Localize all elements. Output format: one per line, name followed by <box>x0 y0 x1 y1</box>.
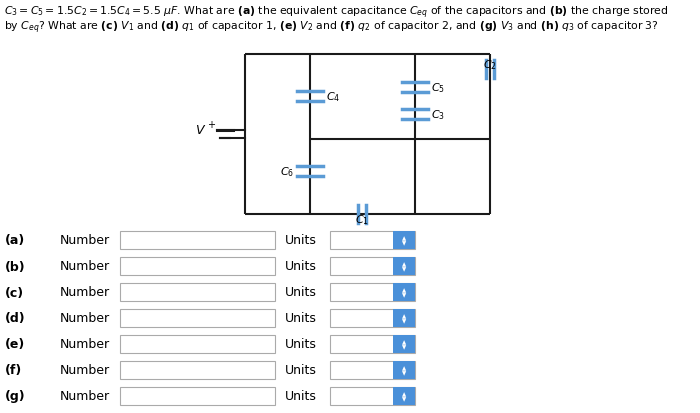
Text: ▲: ▲ <box>402 365 406 370</box>
Text: Number: Number <box>60 260 110 273</box>
Text: Number: Number <box>60 338 110 351</box>
Text: Number: Number <box>60 312 110 325</box>
Bar <box>393 231 415 249</box>
Text: (f): (f) <box>5 363 22 377</box>
Text: Units: Units <box>285 312 317 325</box>
Text: ▲: ▲ <box>402 261 406 266</box>
Text: (d): (d) <box>5 312 26 325</box>
Text: Units: Units <box>285 286 317 299</box>
Bar <box>120 335 275 353</box>
Bar <box>393 309 415 327</box>
Text: ▲: ▲ <box>402 235 406 240</box>
Bar <box>330 361 415 379</box>
Text: (e): (e) <box>5 338 25 351</box>
Text: (a): (a) <box>5 234 25 247</box>
Bar <box>393 361 415 379</box>
Bar <box>120 387 275 405</box>
Bar <box>330 309 415 327</box>
Text: (g): (g) <box>5 389 26 403</box>
Text: $C_6$: $C_6$ <box>280 165 294 178</box>
Text: ▼: ▼ <box>402 240 406 245</box>
Text: ▲: ▲ <box>402 313 406 318</box>
Text: Units: Units <box>285 363 317 377</box>
Bar <box>393 387 415 405</box>
Text: ▲: ▲ <box>402 391 406 396</box>
Text: ▲: ▲ <box>402 287 406 292</box>
Text: by $C_{eq}$? What are $\mathbf{(c)}$ $V_1$ and $\mathbf{(d)}$ $q_1$ of capacitor: by $C_{eq}$? What are $\mathbf{(c)}$ $V_… <box>4 20 659 36</box>
Bar <box>330 387 415 405</box>
Text: Units: Units <box>285 389 317 403</box>
Bar <box>120 231 275 249</box>
Bar <box>393 283 415 301</box>
Text: Units: Units <box>285 338 317 351</box>
Text: (b): (b) <box>5 260 26 273</box>
Text: $C_3 = C_5 = 1.5C_2 = 1.5C_4 = 5.5\ \mu F$. What are $\mathbf{(a)}$ the equivale: $C_3 = C_5 = 1.5C_2 = 1.5C_4 = 5.5\ \mu … <box>4 5 668 21</box>
Text: (c): (c) <box>5 286 24 299</box>
Text: ▼: ▼ <box>402 318 406 323</box>
Text: Units: Units <box>285 234 317 247</box>
Text: ▼: ▼ <box>402 266 406 271</box>
Text: ▼: ▼ <box>402 344 406 349</box>
Text: ▼: ▼ <box>402 370 406 375</box>
Text: $C_2$: $C_2$ <box>483 58 497 71</box>
Bar <box>393 335 415 353</box>
Bar <box>120 257 275 275</box>
Bar <box>120 283 275 301</box>
Text: ▲: ▲ <box>402 339 406 344</box>
Text: Number: Number <box>60 286 110 299</box>
Bar <box>120 361 275 379</box>
Text: $+$: $+$ <box>207 119 216 130</box>
Text: Number: Number <box>60 234 110 247</box>
Bar <box>393 257 415 275</box>
Text: ▼: ▼ <box>402 396 406 401</box>
Bar <box>330 231 415 249</box>
Text: ▼: ▼ <box>402 292 406 297</box>
Text: $C_3$: $C_3$ <box>431 108 445 121</box>
Bar <box>330 257 415 275</box>
Text: Number: Number <box>60 389 110 403</box>
Bar <box>330 335 415 353</box>
Text: Number: Number <box>60 363 110 377</box>
Bar <box>330 283 415 301</box>
Text: $C_4$: $C_4$ <box>326 90 340 104</box>
Text: $C_1$: $C_1$ <box>355 213 369 226</box>
Text: $C_5$: $C_5$ <box>431 81 445 95</box>
Text: $V$: $V$ <box>195 124 206 137</box>
Bar <box>120 309 275 327</box>
Text: Units: Units <box>285 260 317 273</box>
